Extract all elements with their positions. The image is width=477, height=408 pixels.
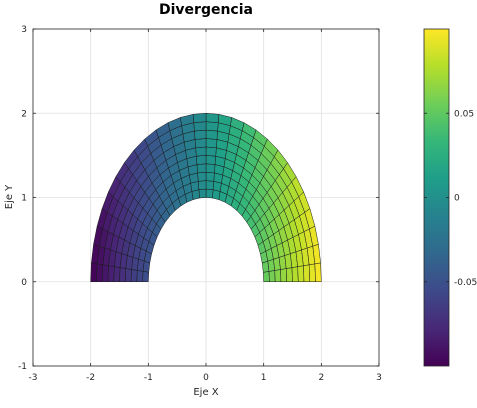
surface-cell	[314, 262, 322, 282]
surface-cell	[130, 269, 138, 282]
surface-cell	[274, 269, 282, 282]
surface-cell	[205, 112, 220, 123]
surface-cell	[285, 267, 293, 282]
surface-cell	[205, 180, 215, 190]
x-tick-label: 2	[318, 373, 324, 383]
surface-cell	[192, 112, 207, 123]
surface-cell	[125, 268, 132, 282]
y-tick-label: 3	[21, 25, 27, 35]
colorbar: -0.05 0 0.05	[423, 28, 477, 367]
surface-cell	[280, 268, 287, 282]
x-tick-label: 0	[203, 373, 209, 383]
surface-cell	[197, 180, 207, 190]
surface-cell	[196, 155, 207, 165]
surface-cell	[119, 267, 127, 282]
x-axis-ticks: -3 -2 -1 0 1 2 3	[29, 29, 382, 383]
surface-cell	[263, 271, 270, 282]
colorbar-tick-label: 0	[454, 194, 460, 204]
surface-cell	[142, 271, 149, 282]
surface-cell	[308, 263, 316, 282]
surface-cell	[205, 163, 216, 174]
chart-title: Divergencia	[159, 2, 253, 18]
surface-cell	[205, 155, 216, 165]
surface-cell	[205, 121, 219, 132]
colorbar-gradient	[423, 28, 450, 367]
surface-cell	[196, 163, 207, 174]
surface-cell	[205, 188, 214, 199]
surface-cell	[205, 129, 218, 140]
surface-cell	[113, 266, 121, 282]
surface-cell	[194, 138, 207, 149]
x-tick-label: -1	[144, 373, 153, 383]
x-tick-label: 3	[376, 373, 382, 383]
y-axis-ticks: -1 0 1 2 3	[18, 25, 379, 372]
surface-cell	[303, 264, 311, 282]
x-tick-label: 1	[261, 373, 267, 383]
x-tick-label: -3	[29, 373, 38, 383]
surface-cell	[291, 266, 299, 282]
colorbar-tick-label: -0.05	[454, 278, 477, 288]
surface-cell	[96, 263, 104, 282]
surface-cell	[193, 121, 207, 132]
y-axis-label: Eje Y	[4, 184, 15, 209]
surface-cell	[205, 146, 217, 157]
divergence-surface	[90, 112, 322, 282]
y-tick-label: 1	[21, 194, 27, 204]
surface-cell	[268, 270, 276, 282]
surface-cell	[194, 129, 207, 140]
surface-cell	[107, 265, 115, 282]
surface-cell	[136, 270, 144, 282]
surface-cell	[195, 146, 207, 157]
y-tick-label: 2	[21, 109, 27, 119]
y-tick-label: 0	[21, 278, 27, 288]
y-tick-label: -1	[18, 362, 27, 372]
surface-cell	[101, 264, 109, 282]
surface-cell	[205, 171, 215, 182]
x-tick-label: -2	[86, 373, 95, 383]
surface-cell	[90, 262, 98, 282]
surface-cell	[198, 188, 207, 199]
surface-cell	[297, 265, 305, 282]
surface-cell	[197, 171, 207, 182]
x-axis-label: Eje X	[193, 387, 218, 398]
colorbar-tick-label: 0.05	[454, 109, 474, 119]
surface-cell	[205, 138, 218, 149]
